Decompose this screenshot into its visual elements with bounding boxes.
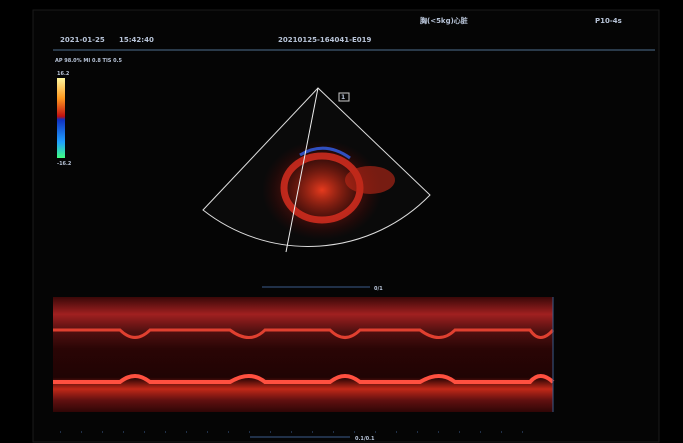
color-bar: [57, 78, 65, 158]
time: 15:42:40: [119, 36, 154, 44]
color-scale-min: -16.2: [57, 161, 72, 167]
mmode-cursor: [285, 87, 319, 253]
date: 2021-01-25: [60, 36, 105, 44]
preset: 胸(<5kg)心脏: [420, 16, 468, 25]
flow: [299, 146, 351, 160]
mmode-wall: [53, 374, 555, 384]
color-scale-max: 16.2: [57, 71, 70, 77]
probe: P10-4s: [595, 17, 622, 25]
exam-id: 20210125-164041-E019: [278, 36, 372, 44]
marker-box: [338, 92, 350, 102]
mmode-scale: 0.1/0.1: [355, 436, 375, 442]
sector-marker: 1: [341, 94, 345, 101]
mmode-trace: [53, 297, 553, 412]
acoustic-params: AP 98.0% MI 0.8 TIS 0.5: [55, 58, 123, 64]
sector-scale: 0/1: [374, 286, 383, 292]
heart-wall: [345, 166, 395, 194]
mmode-wall: [53, 328, 555, 339]
